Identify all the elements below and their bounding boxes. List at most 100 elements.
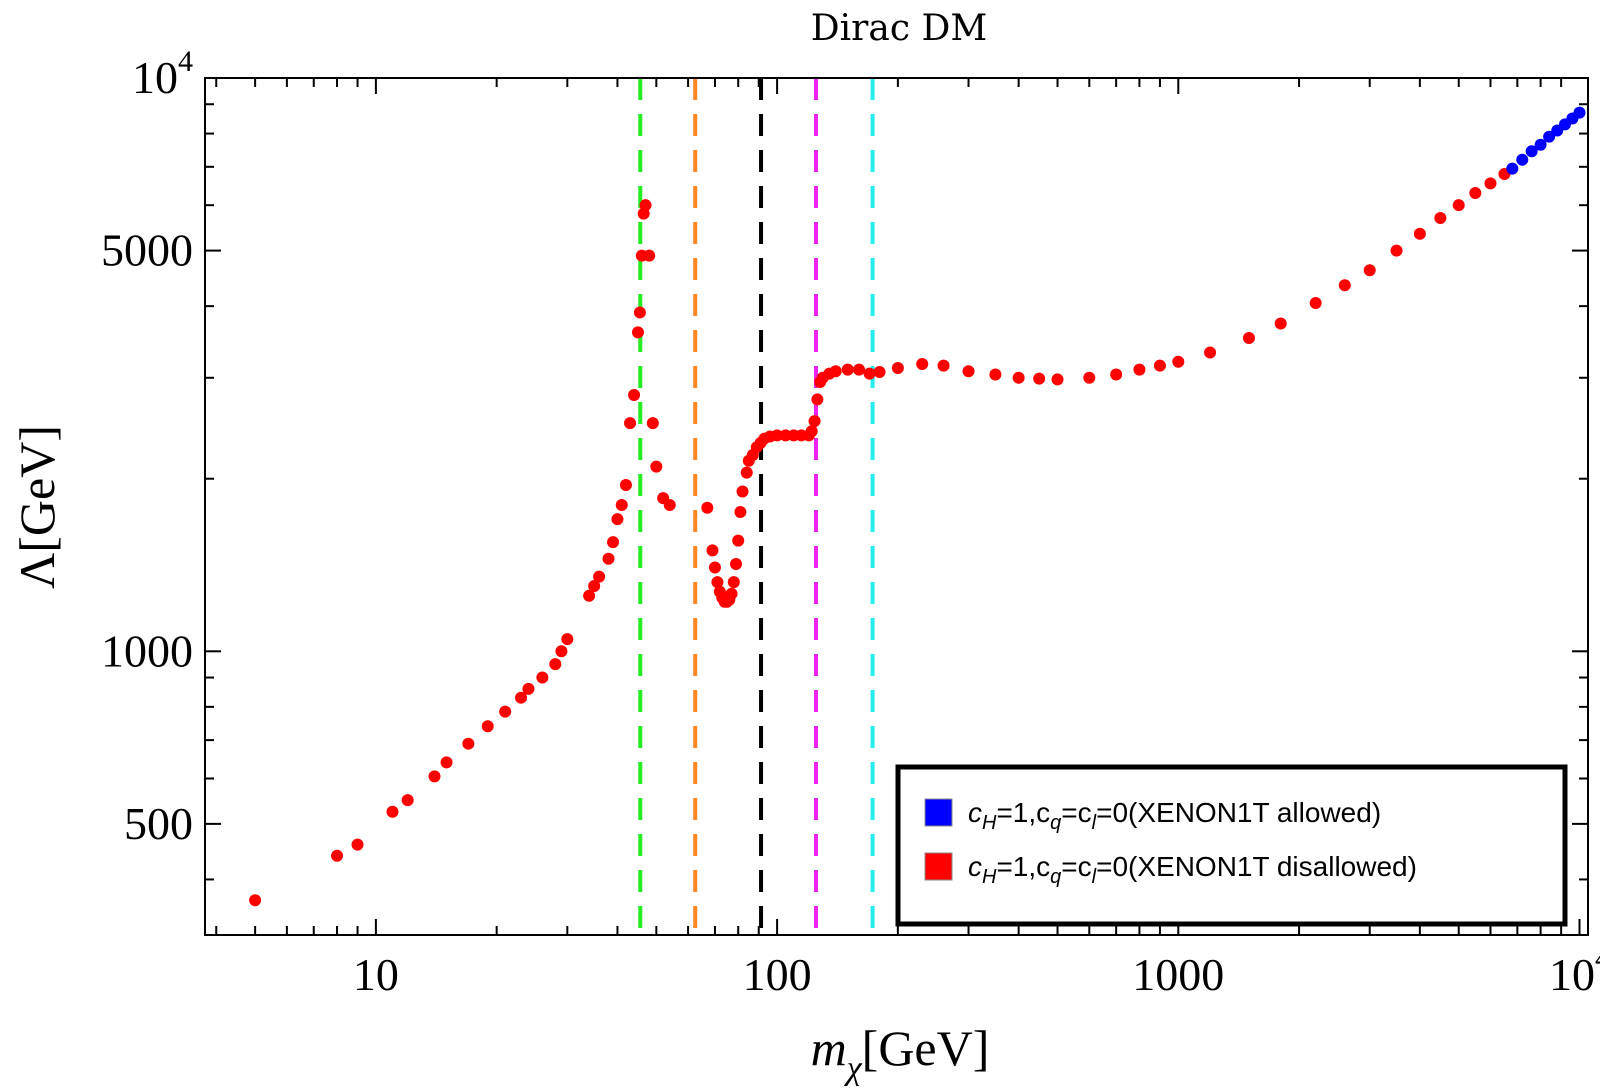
- disallowed-point: [962, 365, 975, 378]
- disallowed-point: [588, 579, 601, 592]
- disallowed-point: [727, 576, 740, 589]
- disallowed-point: [873, 366, 886, 379]
- disallowed-point: [549, 658, 562, 671]
- disallowed-point: [841, 363, 854, 376]
- disallowed-point: [706, 544, 719, 557]
- y-tick-label: 1000: [101, 625, 193, 676]
- disallowed-point: [249, 894, 262, 907]
- disallowed-point: [1242, 331, 1255, 344]
- x-tick-label: 104: [1549, 942, 1600, 1000]
- allowed-point: [1516, 153, 1529, 166]
- x-tick-label: 1000: [1132, 949, 1224, 1000]
- disallowed-point: [1434, 211, 1447, 224]
- disallowed-point: [937, 359, 950, 372]
- disallowed-point: [852, 363, 865, 376]
- disallowed-point: [740, 466, 753, 479]
- disallowed-point: [663, 498, 676, 511]
- legend-entry: cH=1,cq=cl=0(XENON1T allowed): [968, 797, 1381, 834]
- disallowed-point: [611, 513, 624, 526]
- disallowed-point: [1274, 317, 1287, 330]
- legend-swatch: [924, 852, 953, 881]
- disallowed-point: [593, 570, 606, 583]
- y-tick-label: 5000: [101, 225, 193, 276]
- disallowed-point: [631, 326, 644, 339]
- disallowed-point: [646, 417, 659, 430]
- y-tick-label: 104: [132, 45, 193, 103]
- disallowed-point: [536, 671, 549, 684]
- allowed-point: [1543, 130, 1556, 143]
- disallowed-point: [440, 756, 453, 769]
- disallowed-point: [1309, 297, 1322, 310]
- disallowed-point: [736, 485, 749, 498]
- x-tick-label: 10: [353, 949, 399, 1000]
- disallowed-point: [1469, 187, 1482, 200]
- disallowed-point: [701, 501, 714, 514]
- disallowed-point: [628, 388, 641, 401]
- disallowed-point: [602, 552, 615, 565]
- disallowed-point: [639, 199, 652, 212]
- disallowed-point: [732, 534, 745, 547]
- x-tick-label: 100: [743, 949, 812, 1000]
- disallowed-point: [1338, 279, 1351, 292]
- legend-entry: cH=1,cq=cl=0(XENON1T disallowed): [968, 851, 1417, 888]
- disallowed-point: [734, 505, 747, 518]
- disallowed-point: [1413, 227, 1426, 240]
- disallowed-point: [771, 429, 784, 442]
- legend-box: [895, 764, 1568, 927]
- data-points: [249, 106, 1586, 907]
- disallowed-point: [1133, 363, 1146, 376]
- disallowed-point: [1172, 355, 1185, 368]
- disallowed-point: [829, 365, 842, 378]
- disallowed-point: [811, 393, 824, 406]
- disallowed-point: [481, 720, 494, 733]
- legend: cH=1,cq=cl=0(XENON1T allowed) cH=1,cq=cl=…: [895, 764, 1568, 927]
- y-axis-label: Λ[GeV]: [9, 425, 65, 589]
- disallowed-point: [650, 460, 663, 473]
- y-tick-label: 500: [124, 798, 193, 849]
- disallowed-point: [863, 367, 876, 380]
- chart-title: Dirac DM: [811, 8, 987, 49]
- disallowed-point: [725, 587, 738, 600]
- disallowed-point: [428, 770, 441, 783]
- disallowed-point: [1153, 359, 1166, 372]
- disallowed-point: [555, 645, 568, 658]
- disallowed-point: [624, 417, 637, 430]
- plot-frame: [204, 77, 1589, 936]
- disallowed-point: [730, 557, 743, 570]
- disallowed-point: [805, 425, 818, 438]
- x-axis-ticks: 10 100 1000 104: [215, 78, 1600, 1000]
- y-axis-ticks: 500 1000 5000 104: [101, 45, 1588, 881]
- disallowed-point: [351, 838, 364, 851]
- disallowed-point: [401, 794, 414, 807]
- disallowed-point: [1484, 177, 1497, 190]
- disallowed-point: [1452, 199, 1465, 212]
- disallowed-point: [615, 498, 628, 511]
- disallowed-point: [711, 576, 724, 589]
- disallowed-point: [583, 589, 596, 602]
- disallowed-point: [891, 362, 904, 375]
- disallowed-point: [808, 415, 821, 428]
- disallowed-point: [1390, 244, 1403, 257]
- disallowed-point: [708, 561, 721, 574]
- disallowed-point: [1051, 373, 1064, 386]
- allowed-point: [1573, 106, 1586, 119]
- disallowed-point: [607, 536, 620, 549]
- disallowed-point: [1012, 371, 1025, 384]
- disallowed-point: [386, 805, 399, 818]
- legend-swatch: [924, 798, 953, 827]
- disallowed-point: [561, 633, 574, 646]
- disallowed-point: [499, 705, 512, 718]
- allowed-point: [1525, 145, 1538, 158]
- disallowed-point: [989, 368, 1002, 381]
- disallowed-point: [916, 358, 929, 371]
- disallowed-point: [1204, 346, 1217, 359]
- disallowed-point: [462, 737, 475, 750]
- disallowed-point: [1033, 372, 1046, 385]
- allowed-point: [1534, 138, 1547, 151]
- disallowed-point: [619, 479, 632, 492]
- disallowed-point: [331, 849, 344, 862]
- disallowed-point: [515, 691, 528, 704]
- x-axis-label: mχ[GeV]: [811, 1020, 990, 1087]
- allowed-point: [1506, 162, 1519, 175]
